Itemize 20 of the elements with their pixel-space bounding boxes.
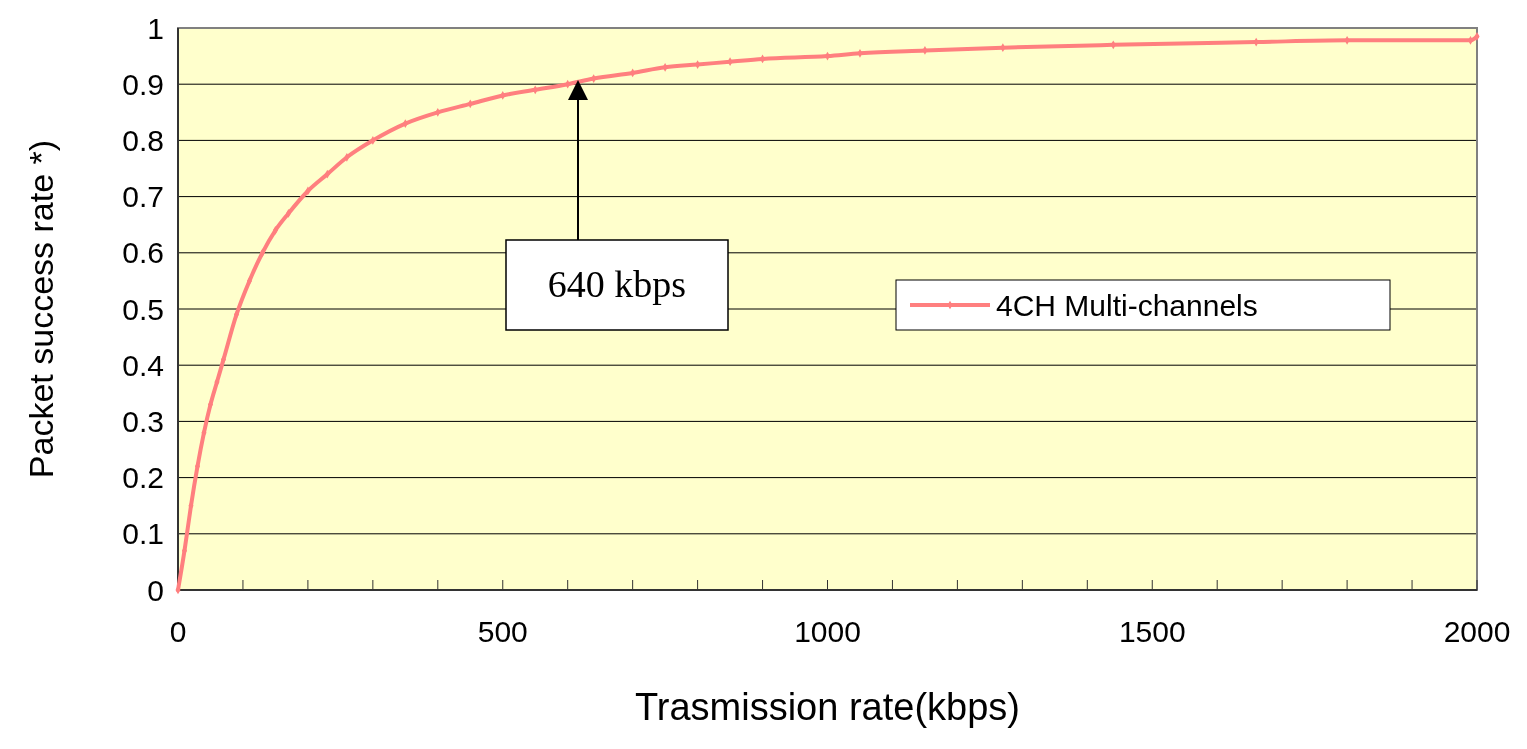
x-tick-label: 500 xyxy=(477,615,528,648)
y-tick-label: 1 xyxy=(147,11,164,45)
y-tick-label: 0 xyxy=(147,573,164,607)
x-axis-title: Trasmission rate(kbps) xyxy=(634,686,1021,728)
x-tick-label: 1500 xyxy=(1118,615,1186,648)
y-tick-label: 0.7 xyxy=(122,180,164,214)
y-tick-label: 0.9 xyxy=(122,67,164,101)
y-tick-label: 0.2 xyxy=(122,461,164,495)
x-tick-label: 2000 xyxy=(1443,615,1511,648)
y-tick-label: 0.8 xyxy=(122,123,164,157)
y-tick-label: 0.6 xyxy=(122,236,164,270)
y-tick-label: 0.3 xyxy=(122,404,164,438)
y-tick-label: 0.1 xyxy=(122,517,164,551)
y-tick-label: 0.4 xyxy=(122,348,164,382)
annotation: 640 kbps xyxy=(547,263,687,305)
legend-label: 4CH Multi-channels xyxy=(996,288,1258,322)
x-tick-label: 1000 xyxy=(794,615,861,648)
y-tick-label: 0.5 xyxy=(122,292,164,326)
x-tick-label: 0 xyxy=(169,615,187,648)
y-axis-title: Packet success rate *) xyxy=(22,139,60,479)
